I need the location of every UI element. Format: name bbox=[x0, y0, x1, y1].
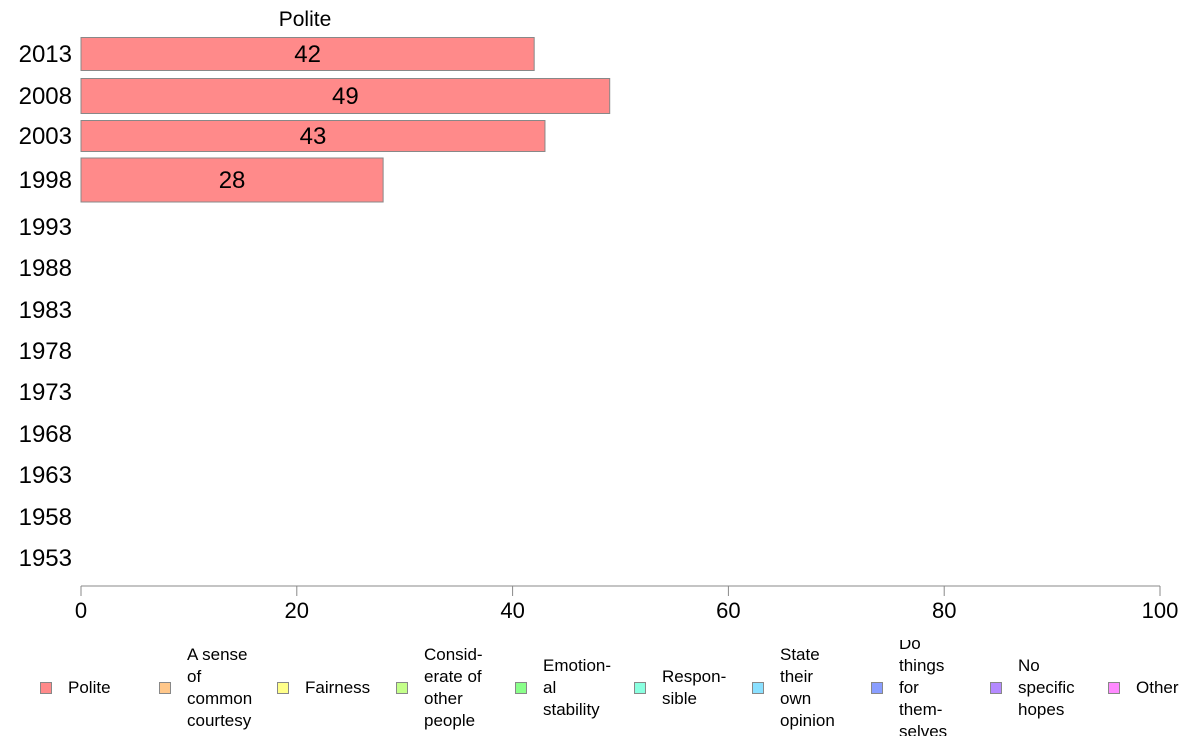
legend-label: State their own opinion bbox=[780, 645, 835, 730]
legend-item: Consid- erate of other people bbox=[396, 640, 483, 736]
legend-swatch bbox=[1108, 682, 1120, 694]
legend-swatch bbox=[752, 682, 764, 694]
x-tick-label: 40 bbox=[500, 598, 524, 623]
legend-swatch bbox=[871, 682, 883, 694]
chart-title: Polite bbox=[279, 8, 332, 31]
legend-label: Polite bbox=[68, 678, 111, 697]
legend-swatch bbox=[40, 682, 52, 694]
legend-item: Do things for them- selves bbox=[871, 640, 947, 736]
y-tick-label: 1978 bbox=[19, 338, 72, 365]
legend-label: Other bbox=[1136, 678, 1179, 697]
legend-item: Polite bbox=[40, 640, 111, 736]
legend-swatch bbox=[990, 682, 1002, 694]
x-tick-label: 60 bbox=[716, 598, 740, 623]
legend-label: No specific hopes bbox=[1018, 656, 1075, 719]
x-tick-label: 0 bbox=[75, 598, 87, 623]
bar-value-label: 49 bbox=[332, 83, 359, 110]
bar bbox=[80, 78, 611, 114]
legend-swatch bbox=[396, 682, 408, 694]
legend-label: A sense of common courtesy bbox=[187, 645, 253, 730]
y-tick-label: 1998 bbox=[19, 167, 72, 194]
legend-label: Do things for them- selves bbox=[899, 640, 948, 736]
x-tick-label: 80 bbox=[932, 598, 956, 623]
bar-value-label: 28 bbox=[219, 167, 246, 194]
legend-swatch bbox=[634, 682, 646, 694]
bar-value-label: 42 bbox=[294, 41, 321, 68]
legend-swatch bbox=[159, 682, 171, 694]
y-tick-label: 1973 bbox=[19, 379, 72, 406]
bar bbox=[80, 120, 546, 152]
y-tick-label: 1958 bbox=[19, 504, 72, 531]
legend-label: Emotion- al stability bbox=[543, 656, 612, 719]
x-tick-label: 20 bbox=[285, 598, 309, 623]
y-tick-label: 1953 bbox=[19, 545, 72, 572]
legend-label: Fairness bbox=[305, 678, 371, 697]
legend-swatch bbox=[515, 682, 527, 694]
legend-swatch bbox=[277, 682, 289, 694]
bar bbox=[80, 157, 384, 203]
legend-item: State their own opinion bbox=[752, 640, 835, 736]
y-tick-label: 2008 bbox=[19, 83, 72, 110]
legend-item: Respon- sible bbox=[634, 640, 726, 736]
y-tick-label: 1968 bbox=[19, 421, 72, 448]
legend-item: Fairness bbox=[277, 640, 370, 736]
bar bbox=[80, 37, 535, 71]
legend-item: Emotion- al stability bbox=[515, 640, 611, 736]
legend-item: Other bbox=[1108, 640, 1179, 736]
y-tick-label: 1988 bbox=[19, 255, 72, 282]
legend-item: No specific hopes bbox=[990, 640, 1075, 736]
legend-item: A sense of common courtesy bbox=[159, 640, 252, 736]
y-tick-label: 1963 bbox=[19, 462, 72, 489]
y-tick-label: 2003 bbox=[19, 123, 72, 150]
y-tick-label: 1983 bbox=[19, 297, 72, 324]
bar-value-label: 43 bbox=[300, 123, 327, 150]
x-tick-label: 100 bbox=[1142, 598, 1179, 623]
legend-label: Respon- sible bbox=[662, 667, 727, 708]
legend: Polite A sense of common courtesy Fairness… bbox=[0, 640, 1188, 736]
y-tick-label: 1993 bbox=[19, 214, 72, 241]
legend-label: Consid- erate of other people bbox=[424, 645, 483, 730]
y-tick-label: 2013 bbox=[19, 41, 72, 68]
